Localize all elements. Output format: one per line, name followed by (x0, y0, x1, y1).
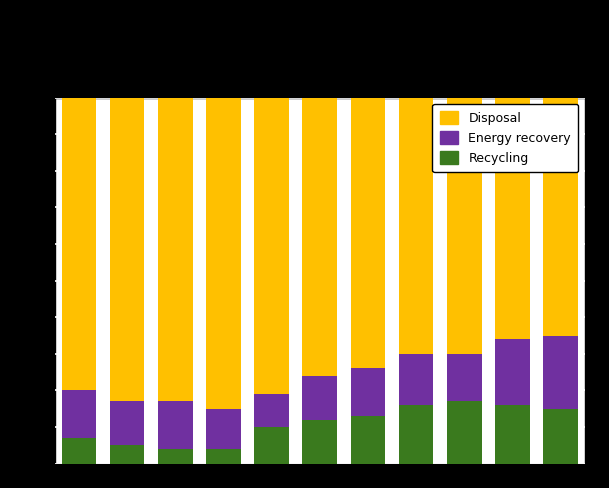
Bar (158, 401, 192, 449)
Bar (543, 408, 578, 464)
Bar (158, 449, 192, 464)
Bar (110, 401, 144, 445)
Bar (303, 376, 337, 420)
Bar (110, 98, 144, 401)
Legend: Disposal, Energy recovery, Recycling: Disposal, Energy recovery, Recycling (432, 104, 579, 172)
Bar (495, 339, 530, 405)
Bar (254, 427, 289, 464)
Bar (351, 98, 385, 368)
Bar (399, 98, 434, 354)
Bar (303, 420, 337, 464)
Bar (495, 405, 530, 464)
Bar (110, 445, 144, 464)
Bar (206, 408, 241, 449)
Bar (351, 416, 385, 464)
Bar (158, 98, 192, 401)
Bar (303, 98, 337, 376)
Bar (62, 98, 96, 390)
Bar (62, 438, 96, 464)
Bar (62, 390, 96, 438)
Bar (495, 98, 530, 339)
Bar (254, 98, 289, 394)
Bar (206, 98, 241, 408)
Bar (447, 401, 482, 464)
Bar (399, 405, 434, 464)
Bar (206, 449, 241, 464)
Bar (447, 98, 482, 354)
Bar (543, 336, 578, 408)
Bar (399, 354, 434, 405)
Bar (254, 394, 289, 427)
Bar (351, 368, 385, 416)
Bar (447, 354, 482, 401)
Bar (543, 98, 578, 336)
